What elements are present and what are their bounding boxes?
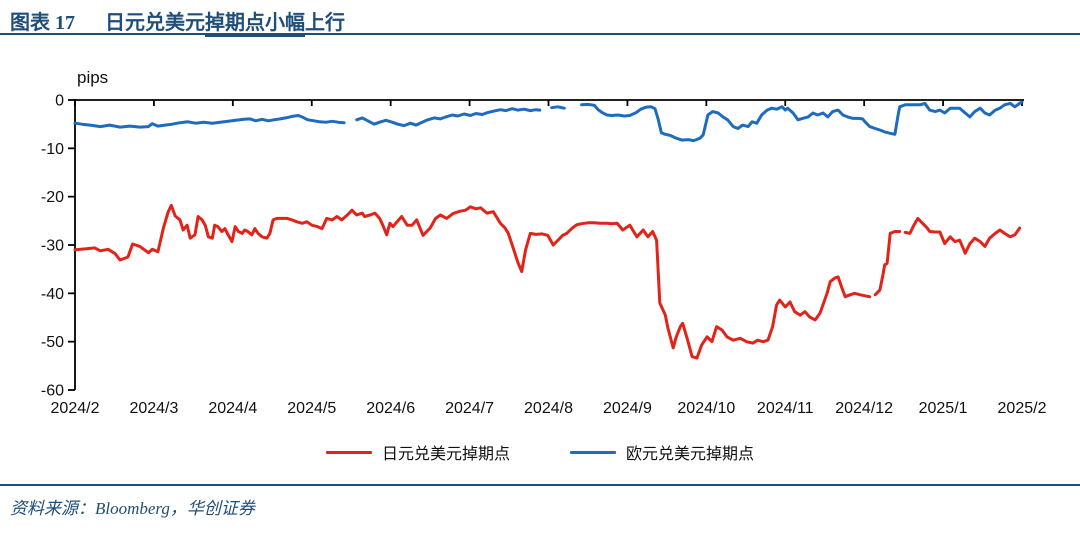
- figure-title-underlined: 掉期点小幅: [205, 12, 305, 37]
- figure-title-post: 上行: [305, 12, 345, 34]
- svg-text:2024/4: 2024/4: [208, 400, 257, 417]
- svg-text:-60: -60: [41, 383, 64, 400]
- svg-text:-50: -50: [41, 334, 64, 351]
- svg-text:2024/9: 2024/9: [603, 400, 652, 417]
- svg-text:2025/2: 2025/2: [998, 400, 1047, 417]
- eur-line-swatch-icon: [570, 450, 616, 454]
- figure-number-label: 图表 17: [10, 12, 75, 34]
- svg-text:2024/2: 2024/2: [51, 400, 100, 417]
- figure-title-pre: 日元兑美元: [105, 12, 205, 34]
- svg-text:0: 0: [55, 93, 64, 110]
- legend-item-jpy: 日元兑美元掉期点: [325, 440, 510, 464]
- legend-item-eur: 欧元兑美元掉期点: [570, 440, 754, 464]
- svg-text:2024/10: 2024/10: [677, 400, 735, 417]
- svg-text:2024/3: 2024/3: [129, 400, 178, 417]
- svg-text:2024/12: 2024/12: [835, 400, 893, 417]
- svg-text:2024/8: 2024/8: [524, 400, 573, 417]
- svg-text:2025/1: 2025/1: [919, 400, 968, 417]
- svg-text:2024/5: 2024/5: [287, 400, 336, 417]
- svg-text:-20: -20: [41, 189, 64, 206]
- header-divider-line: [0, 33, 1080, 35]
- chart-area: 0 -10 -20 -30 -40 -50 -60 2024/2 2024/3 2024/4 202…: [0, 55, 1080, 430]
- source-attribution: 资料来源：Bloomberg，华创证券: [10, 499, 255, 518]
- svg-text:-40: -40: [41, 286, 64, 303]
- legend-label-eur: 欧元兑美元掉期点: [626, 446, 755, 463]
- svg-text:pips: pips: [77, 68, 108, 87]
- svg-text:2024/11: 2024/11: [757, 400, 814, 417]
- jpy-line-swatch-icon: [325, 450, 372, 454]
- chart-legend: 日元兑美元掉期点 欧元兑美元掉期点: [0, 438, 1080, 466]
- figure-header: 图表 17 日元兑美元掉期点小幅上行: [10, 6, 1070, 37]
- legend-label-jpy: 日元兑美元掉期点: [381, 446, 510, 463]
- svg-text:-10: -10: [41, 141, 64, 158]
- footer-divider-line: [0, 484, 1080, 486]
- svg-text:2024/6: 2024/6: [366, 400, 415, 417]
- svg-text:2024/7: 2024/7: [445, 400, 494, 417]
- svg-text:-30: -30: [41, 238, 64, 255]
